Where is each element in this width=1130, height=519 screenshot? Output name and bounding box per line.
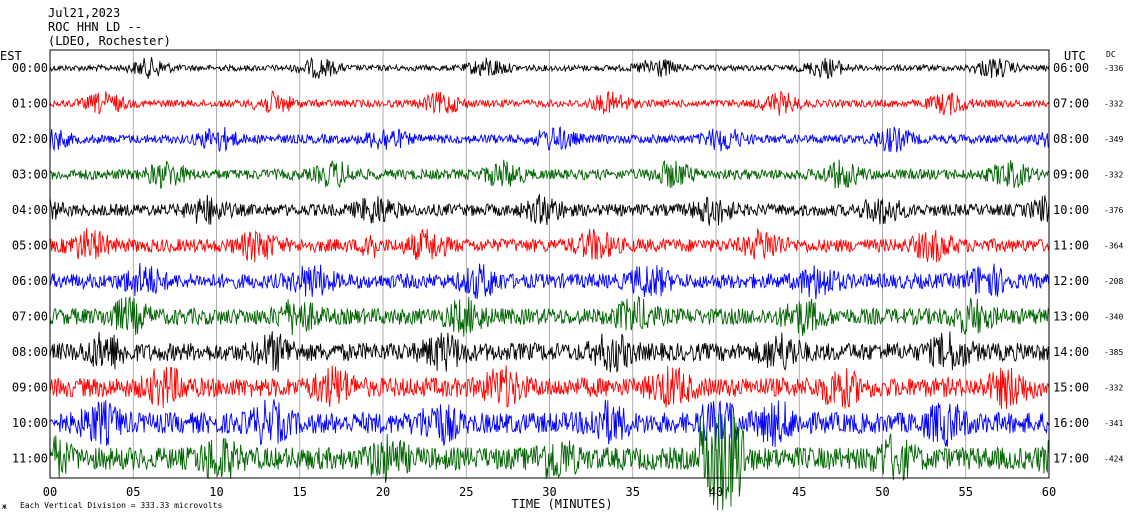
utc-hour-label: 12:00 [1053, 274, 1089, 288]
dc-offset-label: -208 [1104, 277, 1123, 286]
dc-axis-label: DC [1106, 50, 1116, 59]
est-hour-label: 07:00 [12, 310, 48, 324]
trace-row-0200 [49, 126, 1050, 153]
est-hour-label: 02:00 [12, 132, 48, 146]
row-labels: 00:00 06:00 -336 01:00 07:00 -332 02:00 08:00 -3… [12, 61, 1124, 466]
est-hour-label: 10:00 [12, 416, 48, 430]
dc-offset-label: -385 [1104, 348, 1123, 357]
utc-hour-label: 07:00 [1053, 97, 1089, 111]
est-hour-label: 08:00 [12, 345, 48, 359]
est-hour-label: 01:00 [12, 97, 48, 111]
header-network: (LDEO, Rochester) [48, 34, 171, 48]
utc-hour-label: 15:00 [1053, 381, 1089, 395]
est-hour-label: 03:00 [12, 168, 48, 182]
est-hour-label: 05:00 [12, 239, 48, 253]
x-tick-label-10: 10 [209, 485, 223, 499]
x-tick-label-15: 15 [293, 485, 307, 499]
dc-offset-label: -332 [1104, 171, 1123, 180]
utc-hour-label: 11:00 [1053, 239, 1089, 253]
dc-offset-label: -364 [1104, 242, 1123, 251]
utc-hour-label: 14:00 [1053, 345, 1089, 359]
utc-hour-label: 13:00 [1053, 310, 1089, 324]
trace-row-0300 [49, 159, 1050, 190]
x-tick-label-20: 20 [376, 485, 390, 499]
dc-offset-label: -349 [1104, 135, 1123, 144]
utc-hour-label: 08:00 [1053, 132, 1089, 146]
time-grid [132, 50, 967, 478]
est-hour-label: 04:00 [12, 203, 48, 217]
utc-axis-label: UTC [1064, 49, 1086, 63]
x-axis-title: TIME (MINUTES) [511, 497, 612, 511]
trace-row-0100 [49, 90, 1050, 116]
utc-hour-label: 06:00 [1053, 61, 1089, 75]
trace-row-0900 [49, 365, 1050, 409]
dc-offset-label: -332 [1104, 100, 1123, 109]
est-hour-label: 06:00 [12, 274, 48, 288]
utc-hour-label: 10:00 [1053, 203, 1089, 217]
x-tick-label-05: 05 [126, 485, 140, 499]
header-date: Jul21,2023 [48, 6, 120, 20]
trace-row-0400 [49, 194, 1050, 226]
dc-offset-label: -376 [1104, 206, 1123, 215]
est-hour-label: 11:00 [12, 452, 48, 466]
est-hour-label: 00:00 [12, 61, 48, 75]
x-tick-label-30: 30 [542, 485, 556, 499]
x-tick-label-55: 55 [959, 485, 973, 499]
trace-row-0700 [49, 295, 1050, 337]
x-tick-labels: 00 05 10 15 20 25 30 35 40 45 50 55 60 [43, 485, 1056, 499]
seismic-traces [49, 56, 1050, 511]
x-tick-label-50: 50 [875, 485, 889, 499]
trace-row-1000 [49, 399, 1050, 448]
x-tick-label-40: 40 [709, 485, 723, 499]
x-tick-label-45: 45 [792, 485, 806, 499]
dc-offset-label: -340 [1104, 313, 1123, 322]
utc-hour-label: 09:00 [1053, 168, 1089, 182]
trace-row-0000 [49, 56, 1050, 79]
dc-offset-label: -332 [1104, 384, 1123, 393]
est-hour-label: 09:00 [12, 381, 48, 395]
trace-row-0600 [49, 262, 1050, 300]
trace-row-0800 [49, 331, 1050, 373]
x-tick-label-00: 00 [43, 485, 57, 499]
x-tick-label-60: 60 [1042, 485, 1056, 499]
dc-offset-label: -336 [1104, 64, 1123, 73]
trace-row-0500 [49, 227, 1050, 263]
x-tick-label-35: 35 [626, 485, 640, 499]
vertical-division-note: Each Vertical Division = 333.33 microvol… [20, 501, 222, 510]
x-tick-label-25: 25 [459, 485, 473, 499]
footer-mark: ж [2, 502, 7, 511]
header-station: ROC HHN LD -- [48, 20, 142, 34]
trace-row-1100 [49, 407, 1050, 511]
plot-frame [49, 49, 1050, 479]
dc-offset-label: -341 [1104, 419, 1123, 428]
utc-hour-label: 16:00 [1053, 416, 1089, 430]
utc-hour-label: 17:00 [1053, 452, 1089, 466]
dc-offset-label: -424 [1104, 455, 1123, 464]
est-axis-label: EST [0, 49, 22, 63]
